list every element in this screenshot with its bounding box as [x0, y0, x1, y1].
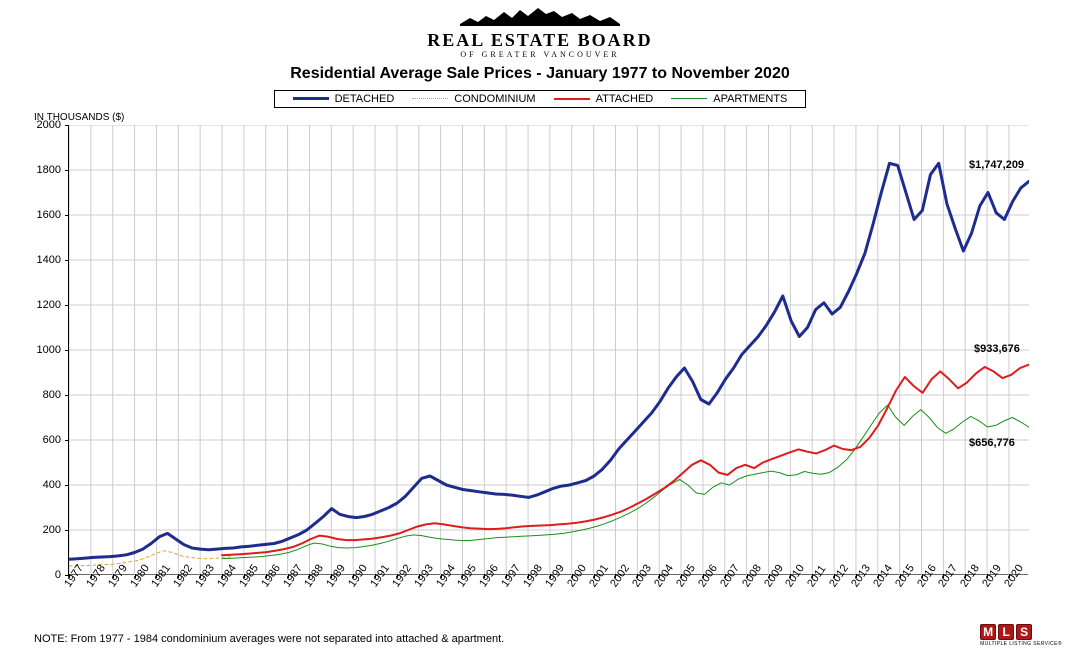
- x-tick-label: 1977: [62, 563, 86, 590]
- legend-swatch: [293, 97, 329, 100]
- legend-item: ATTACHED: [554, 93, 654, 105]
- y-tick-mark: [65, 170, 69, 171]
- mls-letter-box: L: [998, 624, 1014, 640]
- mls-logo-subtitle: MULTIPLE LISTING SERVICE®: [980, 641, 1062, 647]
- footer-note: NOTE: From 1977 - 1984 condominium avera…: [34, 633, 504, 645]
- mls-letter-box: S: [1016, 624, 1032, 640]
- chart-plot-area: $656,776$933,676$1,747,20902004006008001…: [68, 125, 1028, 575]
- chart-title: Residential Average Sale Prices - Januar…: [0, 65, 1080, 83]
- legend-item: DETACHED: [293, 93, 395, 105]
- series-end-label-attached: $933,676: [974, 343, 1020, 355]
- header-logo-block: REAL ESTATE BOARD OF GREATER VANCOUVER: [0, 0, 1080, 59]
- y-tick-mark: [65, 530, 69, 531]
- y-tick-mark: [65, 440, 69, 441]
- y-tick-mark: [65, 215, 69, 216]
- y-tick-mark: [65, 305, 69, 306]
- series-end-label-detached: $1,747,209: [969, 159, 1024, 171]
- mls-letter-box: M: [980, 624, 996, 640]
- legend-label: APARTMENTS: [713, 93, 787, 105]
- series-end-label-apartments: $656,776: [969, 437, 1015, 449]
- y-tick-mark: [65, 350, 69, 351]
- series-attached: [222, 365, 1029, 556]
- legend-label: CONDOMINIUM: [454, 93, 535, 105]
- y-tick-mark: [65, 125, 69, 126]
- series-detached: [69, 163, 1029, 559]
- y-tick-mark: [65, 260, 69, 261]
- skyline-icon: [460, 6, 620, 31]
- legend-label: DETACHED: [335, 93, 395, 105]
- series-apartments: [222, 405, 1029, 559]
- legend-item: CONDOMINIUM: [412, 93, 535, 105]
- chart-legend: DETACHED CONDOMINIUM ATTACHED APARTMENTS: [0, 87, 1080, 108]
- y-tick-mark: [65, 485, 69, 486]
- legend-label: ATTACHED: [596, 93, 654, 105]
- mls-logo: MLS MULTIPLE LISTING SERVICE®: [980, 624, 1062, 647]
- y-tick-mark: [65, 395, 69, 396]
- legend-item: APARTMENTS: [671, 93, 787, 105]
- logo-title: REAL ESTATE BOARD: [0, 31, 1080, 49]
- legend-swatch: [412, 98, 448, 99]
- legend-swatch: [671, 98, 707, 99]
- legend-swatch: [554, 98, 590, 100]
- logo-subtitle: OF GREATER VANCOUVER: [0, 50, 1080, 59]
- chart-svg: [69, 125, 1029, 575]
